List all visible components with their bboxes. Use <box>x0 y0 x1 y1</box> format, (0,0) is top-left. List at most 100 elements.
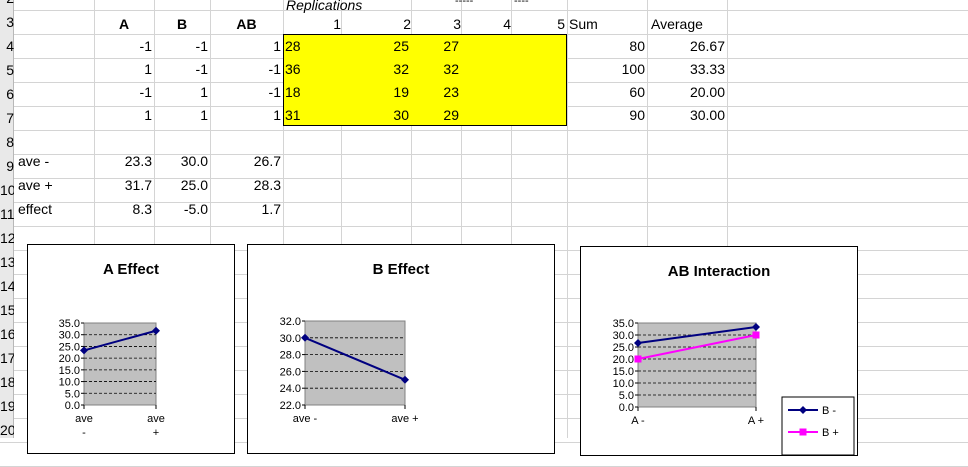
row-number[interactable]: 18 <box>0 374 14 390</box>
cell-average[interactable]: 20.00 <box>689 84 725 100</box>
cell-sum[interactable]: 100 <box>621 61 645 77</box>
header-rep-3[interactable]: 3 <box>453 16 461 32</box>
summary-ab[interactable]: 1.7 <box>261 201 281 217</box>
cell-b[interactable]: 1 <box>200 84 208 100</box>
row-number[interactable]: 4 <box>6 38 14 54</box>
data-point-diamond <box>752 323 760 332</box>
cell-rep-3[interactable]: 23 <box>443 84 459 100</box>
column-gridline <box>567 0 568 438</box>
cell-rep-3[interactable]: 27 <box>443 38 459 54</box>
cell-rep-3[interactable]: 32 <box>443 61 459 77</box>
row-number[interactable]: 19 <box>0 398 14 414</box>
row-number[interactable]: 7 <box>6 110 14 126</box>
series-line <box>637 326 757 344</box>
y-tick-label: 22.0 <box>280 400 301 412</box>
header-rep-1[interactable]: 1 <box>333 16 341 32</box>
summary-b[interactable]: 30.0 <box>180 153 208 169</box>
cell-a[interactable]: -1 <box>139 84 152 100</box>
cell-rep-2[interactable]: 30 <box>393 107 409 123</box>
row-number[interactable]: 6 <box>6 86 14 102</box>
row-number[interactable]: 14 <box>0 278 14 294</box>
y-tick-label: 0.0 <box>65 400 80 412</box>
row-number[interactable]: 11 <box>0 206 14 222</box>
row-number[interactable]: 10 <box>0 182 14 198</box>
cell-rep-2[interactable]: 19 <box>393 84 409 100</box>
y-tick-label: 35.0 <box>59 318 80 330</box>
summary-a[interactable]: 23.3 <box>124 153 152 169</box>
ab-interaction-plot: 35.030.025.020.015.010.05.00.0A - A + B - B… <box>613 318 855 456</box>
summary-label[interactable]: effect <box>18 201 52 217</box>
cell-rep-1[interactable]: 36 <box>285 61 301 77</box>
summary-b[interactable]: -5.0 <box>183 201 208 217</box>
y-tick-label: 0.0 <box>619 402 634 414</box>
cell-sum[interactable]: 90 <box>629 107 645 123</box>
row-number[interactable]: 15 <box>0 302 14 318</box>
header-a[interactable]: A <box>118 16 130 32</box>
cell-a[interactable]: -1 <box>139 38 152 54</box>
x-tick-label: ave <box>75 413 93 425</box>
ab-interaction-chart[interactable]: AB Interaction 35.0 30.0 25.0 20.0 15.0 10.0 5… <box>580 246 858 456</box>
row-gridline <box>0 154 968 155</box>
cell-rep-3[interactable]: 29 <box>443 107 459 123</box>
data-point-diamond <box>80 346 88 355</box>
a-effect-chart[interactable]: A Effect 35.0 30.0 25.0 20.0 15.0 10.0 5.0 0.0 a… <box>27 244 235 454</box>
summary-a[interactable]: 8.3 <box>132 201 152 217</box>
header-rep-2[interactable]: 2 <box>403 16 411 32</box>
data-point-diamond <box>401 375 409 384</box>
row-number[interactable]: 9 <box>6 158 14 174</box>
row-number[interactable]: 2 <box>0 0 14 10</box>
row-number[interactable]: 3 <box>6 14 14 30</box>
row-number[interactable]: 17 <box>0 350 14 366</box>
cell-ab[interactable]: 1 <box>273 107 281 123</box>
cell-ab[interactable]: -1 <box>268 61 281 77</box>
summary-a[interactable]: 31.7 <box>124 177 152 193</box>
header-ab[interactable]: AB <box>236 16 257 32</box>
cell-ab[interactable]: -1 <box>268 84 281 100</box>
header-rep-4[interactable]: 4 <box>503 16 511 32</box>
header-sum[interactable]: Sum <box>569 16 598 32</box>
row-number[interactable]: 13 <box>0 254 14 270</box>
cell-average[interactable]: 33.33 <box>689 61 725 77</box>
row-gridline <box>0 10 968 11</box>
row-number[interactable]: 8 <box>6 134 14 150</box>
b-effect-chart[interactable]: B Effect 32.0 30.0 28.0 26.0 24.0 22.0 ave - av… <box>247 244 555 454</box>
cell-b[interactable]: 1 <box>200 107 208 123</box>
row-number[interactable]: 20 <box>0 422 14 438</box>
row-number[interactable]: 12 <box>0 230 14 246</box>
header-b[interactable]: B <box>176 16 188 32</box>
header-rep-5[interactable]: 5 <box>557 16 565 32</box>
cell-a[interactable]: 1 <box>144 107 152 123</box>
cell-a[interactable]: 1 <box>144 61 152 77</box>
cell-rep-2[interactable]: 32 <box>393 61 409 77</box>
summary-label[interactable]: ave - <box>18 153 50 169</box>
cell-ab[interactable]: 1 <box>273 38 281 54</box>
replication-data-highlight <box>283 34 567 126</box>
column-gridline <box>647 0 648 438</box>
y-tick-label: 35.0 <box>613 318 634 330</box>
summary-b[interactable]: 25.0 <box>180 177 208 193</box>
cell-b[interactable]: -1 <box>195 61 208 77</box>
cell-average[interactable]: 30.00 <box>689 107 725 123</box>
y-tick-label: 28.0 <box>280 350 301 362</box>
summary-ab[interactable]: 26.7 <box>253 153 281 169</box>
cell-rep-2[interactable]: 25 <box>393 38 409 54</box>
column-gridline <box>210 0 211 438</box>
header-average[interactable]: Average <box>651 16 703 32</box>
y-tick-label: 20.0 <box>59 353 80 365</box>
cell-rep-1[interactable]: 18 <box>285 84 301 100</box>
row-number[interactable]: 5 <box>6 62 14 78</box>
cell-rep-1[interactable]: 31 <box>285 107 301 123</box>
column-gridline <box>94 0 95 438</box>
cell-b[interactable]: -1 <box>195 38 208 54</box>
cell-rep-1[interactable]: 28 <box>285 38 301 54</box>
summary-label[interactable]: ave + <box>18 177 53 193</box>
row-number[interactable]: 16 <box>0 326 14 342</box>
summary-ab[interactable]: 28.3 <box>253 177 281 193</box>
cell-sum[interactable]: 80 <box>629 38 645 54</box>
cell-average[interactable]: 26.67 <box>689 38 725 54</box>
cell-sum[interactable]: 60 <box>629 84 645 100</box>
data-point-diamond <box>301 333 309 342</box>
x-tick-label: A - <box>631 415 645 427</box>
